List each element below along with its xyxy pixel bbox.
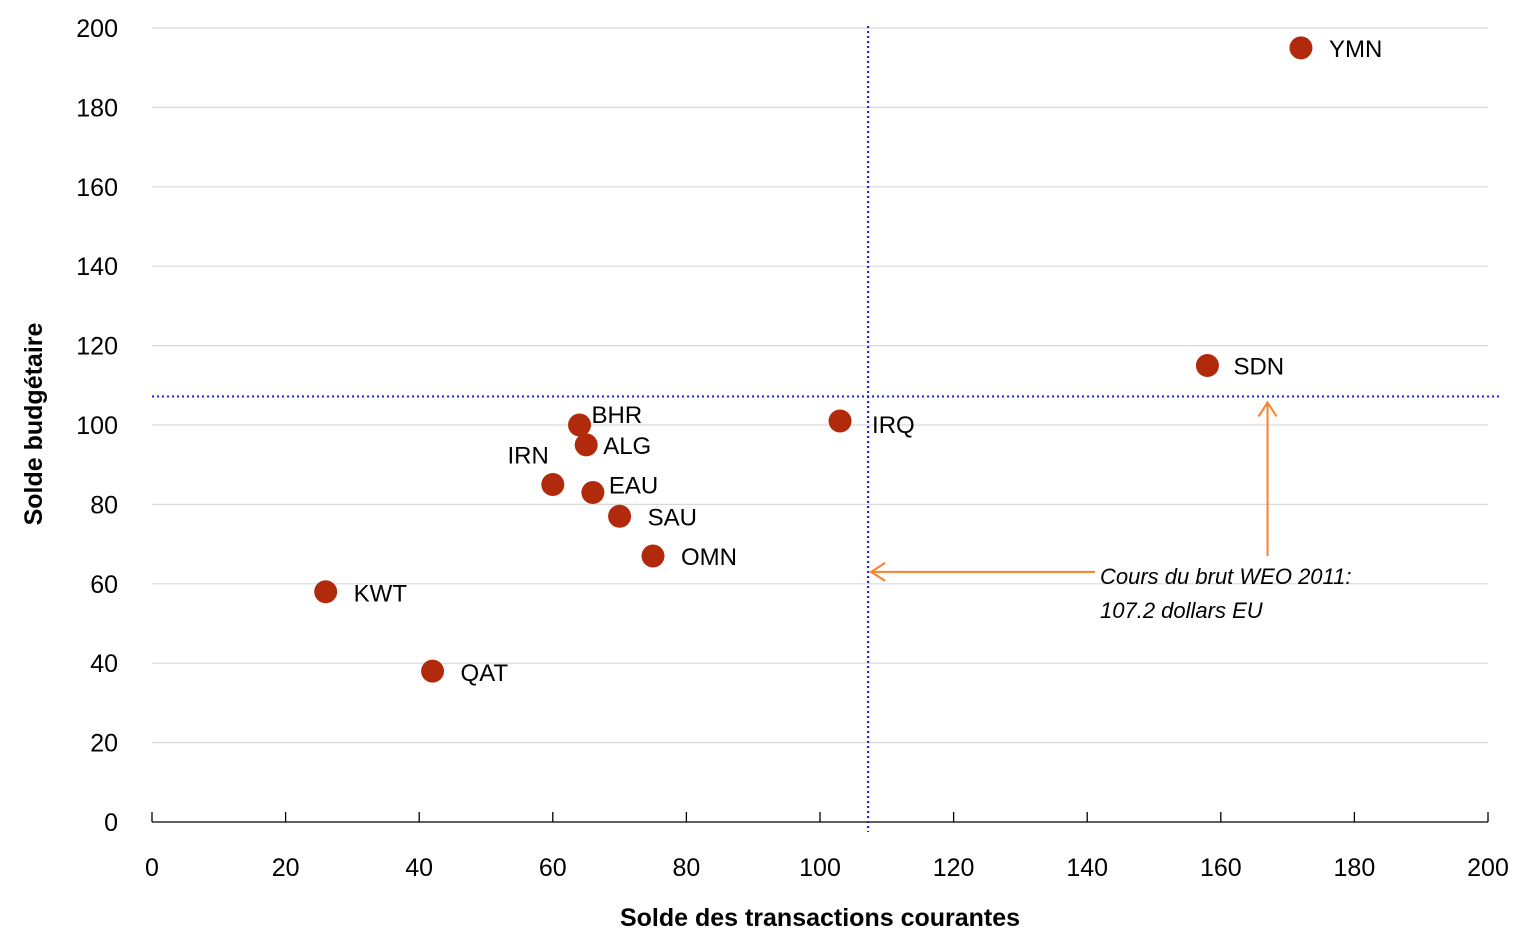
x-axis: 0 20 40 60 80 100 120 140 160 180 200	[145, 812, 1509, 882]
data-point	[574, 433, 598, 457]
data-point-label: IRN	[507, 443, 548, 470]
y-tick-label: 180	[76, 94, 118, 122]
y-tick-label: 80	[90, 491, 118, 519]
annotation-arrowhead-up	[1257, 400, 1278, 417]
data-point-label: BHR	[592, 402, 643, 429]
y-axis-title: Solde budgétaire	[20, 323, 48, 526]
x-axis-title: Solde des transactions courantes	[620, 904, 1020, 932]
y-tick-label: 120	[76, 333, 118, 361]
data-point-label: YMN	[1329, 36, 1382, 63]
x-tick-label: 140	[1066, 854, 1108, 882]
x-tick-label: 160	[1200, 854, 1242, 882]
y-tick-label: 0	[104, 809, 118, 837]
data-point	[581, 480, 605, 504]
data-points: YMN SDN IRQ BHR ALG IRN EAU SAU OMN KWT QAT	[314, 36, 1382, 687]
data-point-label: ALG	[603, 433, 651, 460]
y-axis: 0 20 40 60 80 100 120 140 160 180 200	[76, 15, 118, 837]
y-tick-label: 140	[76, 253, 118, 281]
x-tick-label: 80	[672, 854, 700, 882]
data-point	[314, 580, 338, 604]
x-tick-label: 200	[1467, 854, 1509, 882]
data-point	[641, 544, 665, 568]
y-tick-label: 200	[76, 15, 118, 43]
x-tick-label: 20	[272, 854, 300, 882]
data-point-label: SDN	[1233, 353, 1284, 380]
y-tick-label: 100	[76, 412, 118, 440]
data-point	[828, 409, 852, 433]
y-tick-label: 160	[76, 174, 118, 202]
data-point-label: EAU	[609, 472, 658, 499]
data-point	[1289, 36, 1313, 60]
data-point-label: QAT	[461, 660, 509, 687]
x-tick-label: 0	[145, 854, 159, 882]
data-point-label: IRQ	[872, 412, 915, 439]
y-tick-label: 20	[90, 730, 118, 758]
y-tick-label: 60	[90, 571, 118, 599]
gridlines	[152, 27, 1488, 744]
data-point	[1195, 353, 1219, 377]
data-point	[421, 659, 445, 683]
x-tick-label: 40	[405, 854, 433, 882]
reference-lines	[152, 26, 1500, 832]
data-point-label: OMN	[681, 544, 737, 571]
data-point	[568, 413, 592, 437]
data-point	[608, 504, 632, 528]
x-tick-label: 180	[1334, 854, 1376, 882]
annotation-text-line1: Cours du brut WEO 2011:	[1100, 564, 1352, 589]
data-point-label: KWT	[354, 581, 408, 608]
y-tick-label: 40	[90, 650, 118, 678]
data-point	[541, 473, 565, 497]
annotation-text-line2: 107.2 dollars EU	[1100, 598, 1263, 623]
annotation-arrowhead-left	[869, 562, 886, 582]
x-tick-label: 60	[539, 854, 567, 882]
x-tick-label: 120	[933, 854, 975, 882]
data-point-label: SAU	[648, 504, 697, 531]
annotation: Cours du brut WEO 2011: 107.2 dollars EU	[869, 400, 1352, 623]
x-tick-label: 100	[799, 854, 841, 882]
